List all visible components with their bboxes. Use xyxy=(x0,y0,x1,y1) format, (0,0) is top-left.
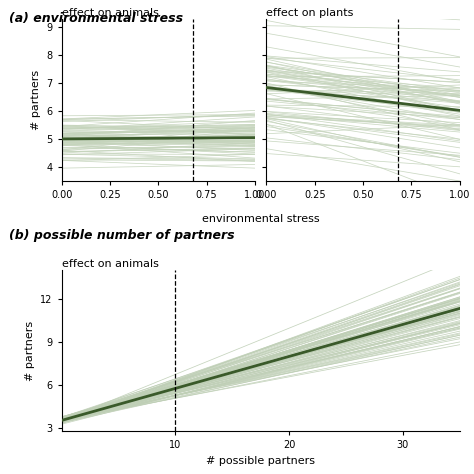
Text: environmental stress: environmental stress xyxy=(202,214,319,224)
Text: effect on animals: effect on animals xyxy=(62,8,158,18)
Y-axis label: # partners: # partners xyxy=(25,320,35,381)
Text: effect on plants: effect on plants xyxy=(266,8,354,18)
Text: effect on animals: effect on animals xyxy=(62,259,158,269)
X-axis label: # possible partners: # possible partners xyxy=(206,456,315,466)
Text: (a) environmental stress: (a) environmental stress xyxy=(9,12,183,25)
Y-axis label: # partners: # partners xyxy=(31,70,41,130)
Text: (b) possible number of partners: (b) possible number of partners xyxy=(9,229,235,242)
